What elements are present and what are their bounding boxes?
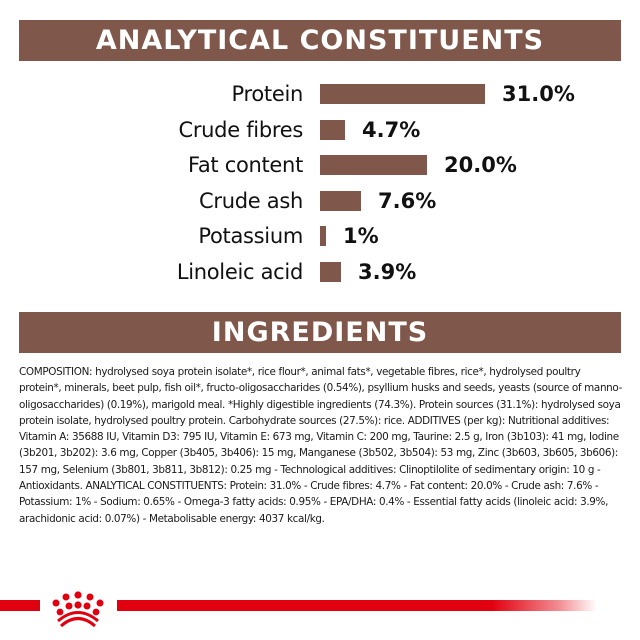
constituent-value: 20.0% <box>444 153 517 177</box>
constituent-bar <box>320 155 427 175</box>
constituent-bar <box>320 84 485 104</box>
royal-canin-crown-icon <box>52 591 104 628</box>
constituent-label: Crude fibres <box>178 118 303 142</box>
constituent-row-crude-ash: Crude ash 7.6% <box>0 187 640 215</box>
constituent-value: 3.9% <box>358 260 417 284</box>
constituent-label: Linoleic acid <box>176 260 303 284</box>
constituent-bar <box>320 191 361 211</box>
analytical-constituents-header: ANALYTICAL CONSTITUENTS <box>19 20 621 61</box>
constituent-row-fat-content: Fat content 20.0% <box>0 151 640 179</box>
constituent-value: 31.0% <box>502 82 575 106</box>
constituent-bar <box>320 120 345 140</box>
constituent-row-crude-fibres: Crude fibres 4.7% <box>0 116 640 144</box>
constituent-label: Potassium <box>198 224 303 248</box>
constituent-row-potassium: Potassium 1% <box>0 222 640 250</box>
constituent-value: 7.6% <box>378 189 437 213</box>
footer-red-line-right <box>117 600 597 611</box>
constituent-value: 1% <box>343 224 379 248</box>
constituent-bar <box>320 226 326 246</box>
ingredients-header: INGREDIENTS <box>19 312 621 353</box>
constituent-label: Fat content <box>187 153 303 177</box>
constituent-value: 4.7% <box>362 118 421 142</box>
constituent-bar <box>320 262 341 282</box>
constituent-label: Protein <box>231 82 303 106</box>
footer-red-line-left <box>0 600 40 611</box>
ingredients-text: COMPOSITION: hydrolysed soya protein iso… <box>19 366 623 525</box>
constituent-row-linoleic-acid: Linoleic acid 3.9% <box>0 258 640 286</box>
constituent-label: Crude ash <box>199 189 303 213</box>
constituent-row-protein: Protein 31.0% <box>0 80 640 108</box>
